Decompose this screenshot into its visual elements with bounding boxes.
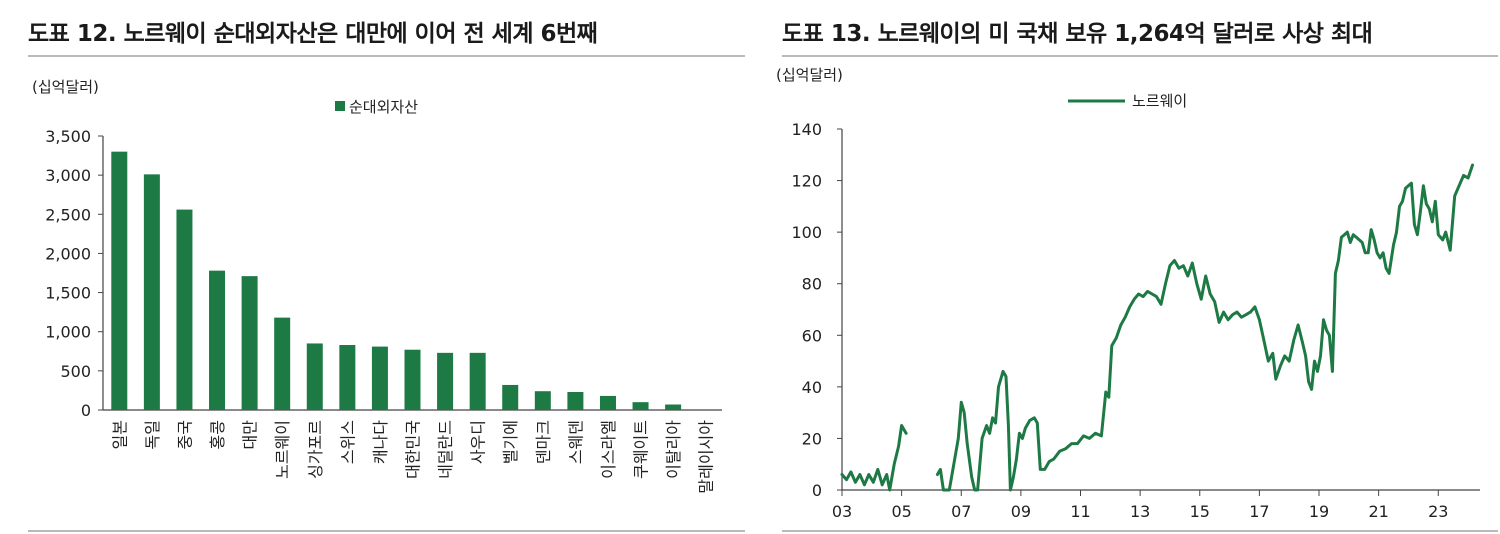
- y-tick-label-left: 3,500: [45, 127, 91, 146]
- chart-title-left: 도표 12. 노르웨이 순대외자산은 대만에 이어 전 세계 6번째: [28, 21, 598, 47]
- x-tick-label-left: 이스라엘: [599, 420, 618, 479]
- title-rule-right: [782, 55, 1498, 57]
- y-tick-label-left: 2,000: [45, 244, 91, 263]
- bar: [469, 352, 486, 410]
- x-tick-label-right: 11: [1070, 502, 1090, 521]
- right-chart-panel: 도표 13. 노르웨이의 미 국채 보유 1,264억 달러로 사상 최대 (십…: [770, 0, 1500, 534]
- y-tick-label-left: 1,000: [45, 323, 91, 342]
- legend-label-right: 노르웨이: [1132, 92, 1187, 110]
- y-tick-label-right: 20: [802, 429, 822, 448]
- bar: [632, 402, 649, 410]
- bar: [111, 151, 128, 410]
- x-tick-label-left: 중국: [175, 420, 194, 449]
- x-tick-label-left: 캐나다: [371, 420, 390, 464]
- x-tick-label-left: 스웨덴: [566, 420, 585, 464]
- x-tick-label-right: 15: [1190, 502, 1210, 521]
- bar: [176, 209, 193, 410]
- x-tick-label-right: 05: [891, 502, 911, 521]
- bar: [437, 352, 454, 410]
- x-tick-label-left: 홍콩: [208, 420, 227, 449]
- x-tick-label-left: 싱가포르: [306, 420, 325, 479]
- y-tick-label-left: 500: [60, 362, 91, 381]
- y-unit-label-left: (십억달러): [32, 78, 99, 96]
- y-tick-label-right: 80: [802, 275, 822, 294]
- x-tick-label-left: 말레이시아: [697, 420, 716, 494]
- x-tick-label-right: 23: [1428, 502, 1448, 521]
- x-tick-label-right: 19: [1309, 502, 1329, 521]
- x-tick-label-left: 사우디: [469, 420, 488, 464]
- bar: [306, 343, 323, 410]
- bar: [339, 345, 356, 410]
- x-tick-label-right: 13: [1130, 502, 1150, 521]
- y-tick-label-left: 1,500: [45, 284, 91, 303]
- x-tick-label-left: 쿠웨이트: [632, 420, 651, 479]
- x-tick-label-left: 이탈리아: [664, 420, 683, 479]
- chart-title-right: 도표 13. 노르웨이의 미 국채 보유 1,264억 달러로 사상 최대: [782, 21, 1373, 47]
- legend-swatch-left: [335, 101, 345, 111]
- x-tick-label-right: 09: [1011, 502, 1031, 521]
- bar: [143, 174, 160, 410]
- y-tick-label-right: 100: [791, 223, 822, 242]
- y-tick-label-right: 60: [802, 326, 822, 345]
- x-tick-label-right: 21: [1368, 502, 1388, 521]
- x-tick-label-right: 07: [951, 502, 971, 521]
- y-unit-label-right: (십억달러): [776, 66, 843, 84]
- y-tick-label-left: 2,500: [45, 205, 91, 224]
- bar: [665, 404, 682, 410]
- x-tick-label-left: 네덜란드: [436, 420, 455, 479]
- y-tick-label-right: 40: [802, 378, 822, 397]
- bar: [502, 384, 519, 410]
- x-tick-label-right: 03: [832, 502, 852, 521]
- title-rule-left: [28, 55, 745, 57]
- bar: [371, 346, 388, 410]
- x-tick-label-left: 스위스: [338, 420, 357, 464]
- x-tick-label-left: 독일: [143, 420, 162, 449]
- bar: [534, 391, 551, 410]
- x-tick-label-left: 대만: [241, 420, 260, 450]
- bar: [209, 270, 226, 410]
- x-tick-label-left: 노르웨이: [273, 420, 292, 479]
- y-tick-label-right: 120: [791, 172, 822, 191]
- series-line-norway: [840, 424, 908, 492]
- x-tick-label-left: 일본: [110, 420, 129, 449]
- y-tick-label-left: 0: [81, 401, 91, 420]
- bar: [599, 395, 616, 410]
- left-chart-panel: 도표 12. 노르웨이 순대외자산은 대만에 이어 전 세계 6번째 (십억달러…: [28, 21, 745, 532]
- y-tick-label-left: 3,000: [45, 166, 91, 185]
- x-tick-label-left: 덴마크: [534, 420, 553, 464]
- y-tick-label-right: 140: [791, 120, 822, 139]
- bottom-rule-right: [782, 530, 1498, 532]
- bar: [567, 391, 584, 410]
- bottom-rule-left: [28, 530, 745, 532]
- bar: [274, 317, 291, 410]
- x-tick-label-right: 17: [1249, 502, 1269, 521]
- y-tick-label-right: 0: [812, 481, 822, 500]
- x-tick-label-left: 벨기에: [501, 420, 520, 464]
- bar: [241, 276, 258, 410]
- legend-label-left: 순대외자산: [349, 98, 418, 116]
- line-chart: (십억달러) 노르웨이 0 20 40 60 80 100 120 140 03 05 07 09 11…: [776, 66, 1480, 521]
- bar: [404, 349, 421, 410]
- series-line-norway: [935, 163, 1474, 492]
- bar-chart: (십억달러) 순대외자산 0 500 1,000 1,500 2,000 2,500 3,0…: [32, 78, 722, 494]
- x-tick-label-left: 대한민국: [404, 420, 423, 479]
